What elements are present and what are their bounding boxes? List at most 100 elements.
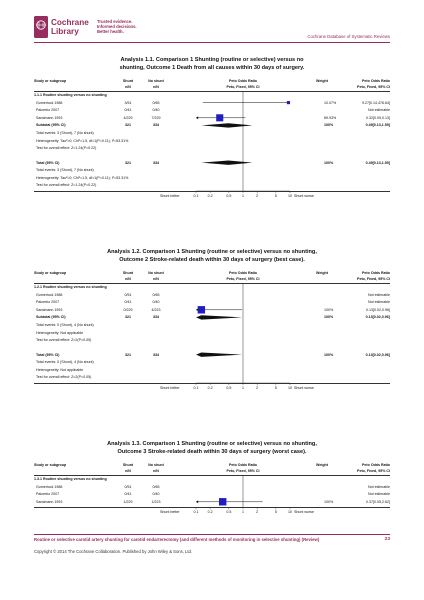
axis-tick-label: 10 [288, 510, 292, 515]
axis-left-label: Shunt better [160, 194, 180, 199]
total-shunt-n: 321 [125, 352, 131, 357]
axis-left-label: Shunt better [160, 386, 180, 391]
logo-wordmark: Cochrane Library [51, 18, 89, 36]
axis-right-label: Shunt worse [294, 194, 314, 199]
shunt-events: 3/51 [124, 100, 132, 105]
noshunt-events: 0/65 [152, 292, 160, 297]
col-plot-subheader: Peto, Fixed, 95% CI [226, 469, 260, 473]
col-estimate-subheader: Peto, Fixed, 95% CI [357, 85, 390, 89]
total-weight: 100% [324, 352, 334, 357]
total-label: Total (95% CI) [36, 160, 60, 165]
study-marker [216, 114, 224, 122]
noshunt-events: 0/40 [152, 300, 160, 305]
header-rule [34, 42, 390, 43]
subgroup-heading: 1.1.1 Routine shunting versus no shuntin… [34, 92, 390, 98]
forest-plot [195, 92, 291, 194]
study-estimate: Not estimable [368, 300, 390, 305]
subgroup-label: 1.2.1 Routine shunting versus no shuntin… [34, 285, 107, 289]
study-estimate: 0.37[0.05,2.62] [366, 499, 390, 504]
total-estimate: 0.49[0.13,1.59] [365, 160, 390, 165]
study-name: Palombo 2007 [36, 108, 60, 113]
database-title: Cochrane Database of Systematic Reviews [307, 34, 390, 39]
col-study-header: Study or subgroup [34, 271, 67, 275]
col-noshunt-header: No shunt [148, 271, 164, 275]
axis-tick-label: 1 [242, 510, 244, 515]
axis-tick-label: 10 [288, 194, 292, 199]
footer-rule [34, 534, 390, 535]
noshunt-events: 0/40 [152, 108, 160, 113]
cochrane-logo-icon [34, 16, 48, 38]
col-weight-header: Weight [316, 271, 328, 275]
shunt-events: 0/229 [123, 307, 133, 312]
axis-tick-label: 2 [256, 510, 259, 515]
table-rule [34, 383, 390, 385]
forest-plot [195, 284, 291, 386]
pooled-diamond [201, 123, 253, 128]
study-row: Palombo 2007 0/41 0/40 Not estimable [34, 491, 390, 497]
footer-review-title: Routine or selective carotid artery shun… [34, 537, 320, 542]
subtotal-stat-text: Total events: 0 (Shunt), 4 (No shunt) [36, 323, 94, 327]
total-noshunt-n: 334 [153, 160, 159, 165]
study-estimate: Not estimable [368, 108, 390, 113]
col-plot-subheader: Peto, Fixed, 95% CI [226, 277, 260, 281]
col-estimate-header: Peto Odds Ratio [362, 463, 390, 467]
analysis-title-line-1: Analysis 1.2. Comparison 1 Shunting (rou… [107, 249, 317, 255]
axis-row: Shunt better Shunt worse 0.1 0.2 0.5 1 2 5 10 [34, 193, 390, 199]
analysis-title: Analysis 1.1. Comparison 1 Shunting (rou… [34, 56, 390, 72]
total-stat-line: Total events: 3 (Shunt), 7 (No shunt) [34, 167, 390, 173]
axis-tick-label: 1 [242, 386, 244, 391]
analysis-title-line-2: Outcome 2 Stroke-related death within 30… [119, 257, 305, 263]
noshunt-events: 7/229 [151, 115, 161, 120]
subtotal-label: Subtotal (95% CI) [36, 315, 66, 320]
analysis-title-line-1: Analysis 1.1. Comparison 1 Shunting (rou… [120, 57, 304, 63]
subtotal-row: Subtotal (95% CI) 321 334 100% 0.49[0.13,1.5… [34, 122, 390, 128]
col-shunt-header: Shunt [122, 271, 134, 275]
axis-tick-label: 10 [288, 386, 292, 391]
axis-tick-label: 0.2 [207, 510, 213, 515]
total-stat-text: Heterogeneity: Tau²=0; Chi²=1.5, df=1(P=… [36, 175, 129, 180]
total-stat-line: Test for overall effect: Z=1.24(P=0.22) [34, 182, 390, 188]
total-stat-text: Total events: 3 (Shunt), 7 (No shunt) [36, 168, 94, 173]
col-noshunt-nn: n/N [153, 85, 159, 89]
total-weight: 100% [324, 160, 334, 165]
subtotal-stat-line: Total events: 0 (Shunt), 4 (No shunt) [34, 322, 390, 328]
col-noshunt-header: No shunt [148, 463, 164, 467]
noshunt-events: 1/223 [151, 499, 161, 504]
shunt-events: 4/229 [123, 115, 133, 120]
subtotal-stat-text: Total events: 3 (Shunt), 7 (No shunt) [36, 131, 94, 135]
table-rule [34, 191, 390, 193]
pooled-diamond [196, 352, 243, 357]
table-rule [34, 507, 390, 509]
study-row: Sandmann 1993 1/229 1/223 100% 0.37[0.05,2.6… [34, 499, 390, 505]
axis-left-label: Shunt better [160, 510, 180, 515]
axis-right-label: Shunt worse [294, 386, 314, 391]
analysis-title-line-1: Analysis 1.3. Comparison 1 Shunting (rou… [107, 441, 317, 447]
col-plot-header: Peto Odds Ratio [229, 463, 257, 467]
col-noshunt-nn: n/N [153, 469, 159, 473]
axis-tick-label: 0.5 [226, 386, 232, 391]
table-rule [34, 475, 390, 476]
study-weight: 100% [324, 307, 334, 312]
study-name: Palombo 2007 [36, 300, 60, 305]
study-row: Gumerlock 1988 0/51 0/65 Not estimable [34, 292, 390, 298]
study-estimate: Not estimable [368, 292, 390, 297]
table-header-row: Study or subgroup Shunt No shunt Peto Odds … [34, 270, 390, 276]
study-name: Palombo 2007 [36, 492, 60, 497]
study-estimate: 0.13[0.02,0.96] [366, 307, 390, 312]
subtotal-estimate: 0.49[0.13,1.59] [365, 123, 390, 128]
study-weight: 10.07% [324, 100, 337, 105]
col-estimate-header: Peto Odds Ratio [362, 79, 390, 83]
col-shunt-header: Shunt [122, 79, 134, 83]
subtotal-stat-text: Test for overall effect: Z=2(P=0.05) [36, 338, 92, 343]
study-name: Gumerlock 1988 [36, 484, 63, 489]
tagline: Trusted evidence. Informed decisions. Be… [97, 19, 137, 35]
col-plot-header: Peto Odds Ratio [229, 271, 257, 275]
subtotal-stat-text: Heterogeneity: Tau²=0; Chi²=1.5, df=1(P=… [36, 138, 129, 143]
study-estimate: Not estimable [368, 492, 390, 497]
axis-tick-label: 0.5 [226, 194, 232, 199]
subtotal-estimate: 0.13[0.02,0.96] [365, 315, 390, 320]
shunt-events: 0/51 [124, 484, 132, 489]
noshunt-events: 0/65 [152, 484, 160, 489]
tagline-line: Better health. [97, 29, 124, 35]
